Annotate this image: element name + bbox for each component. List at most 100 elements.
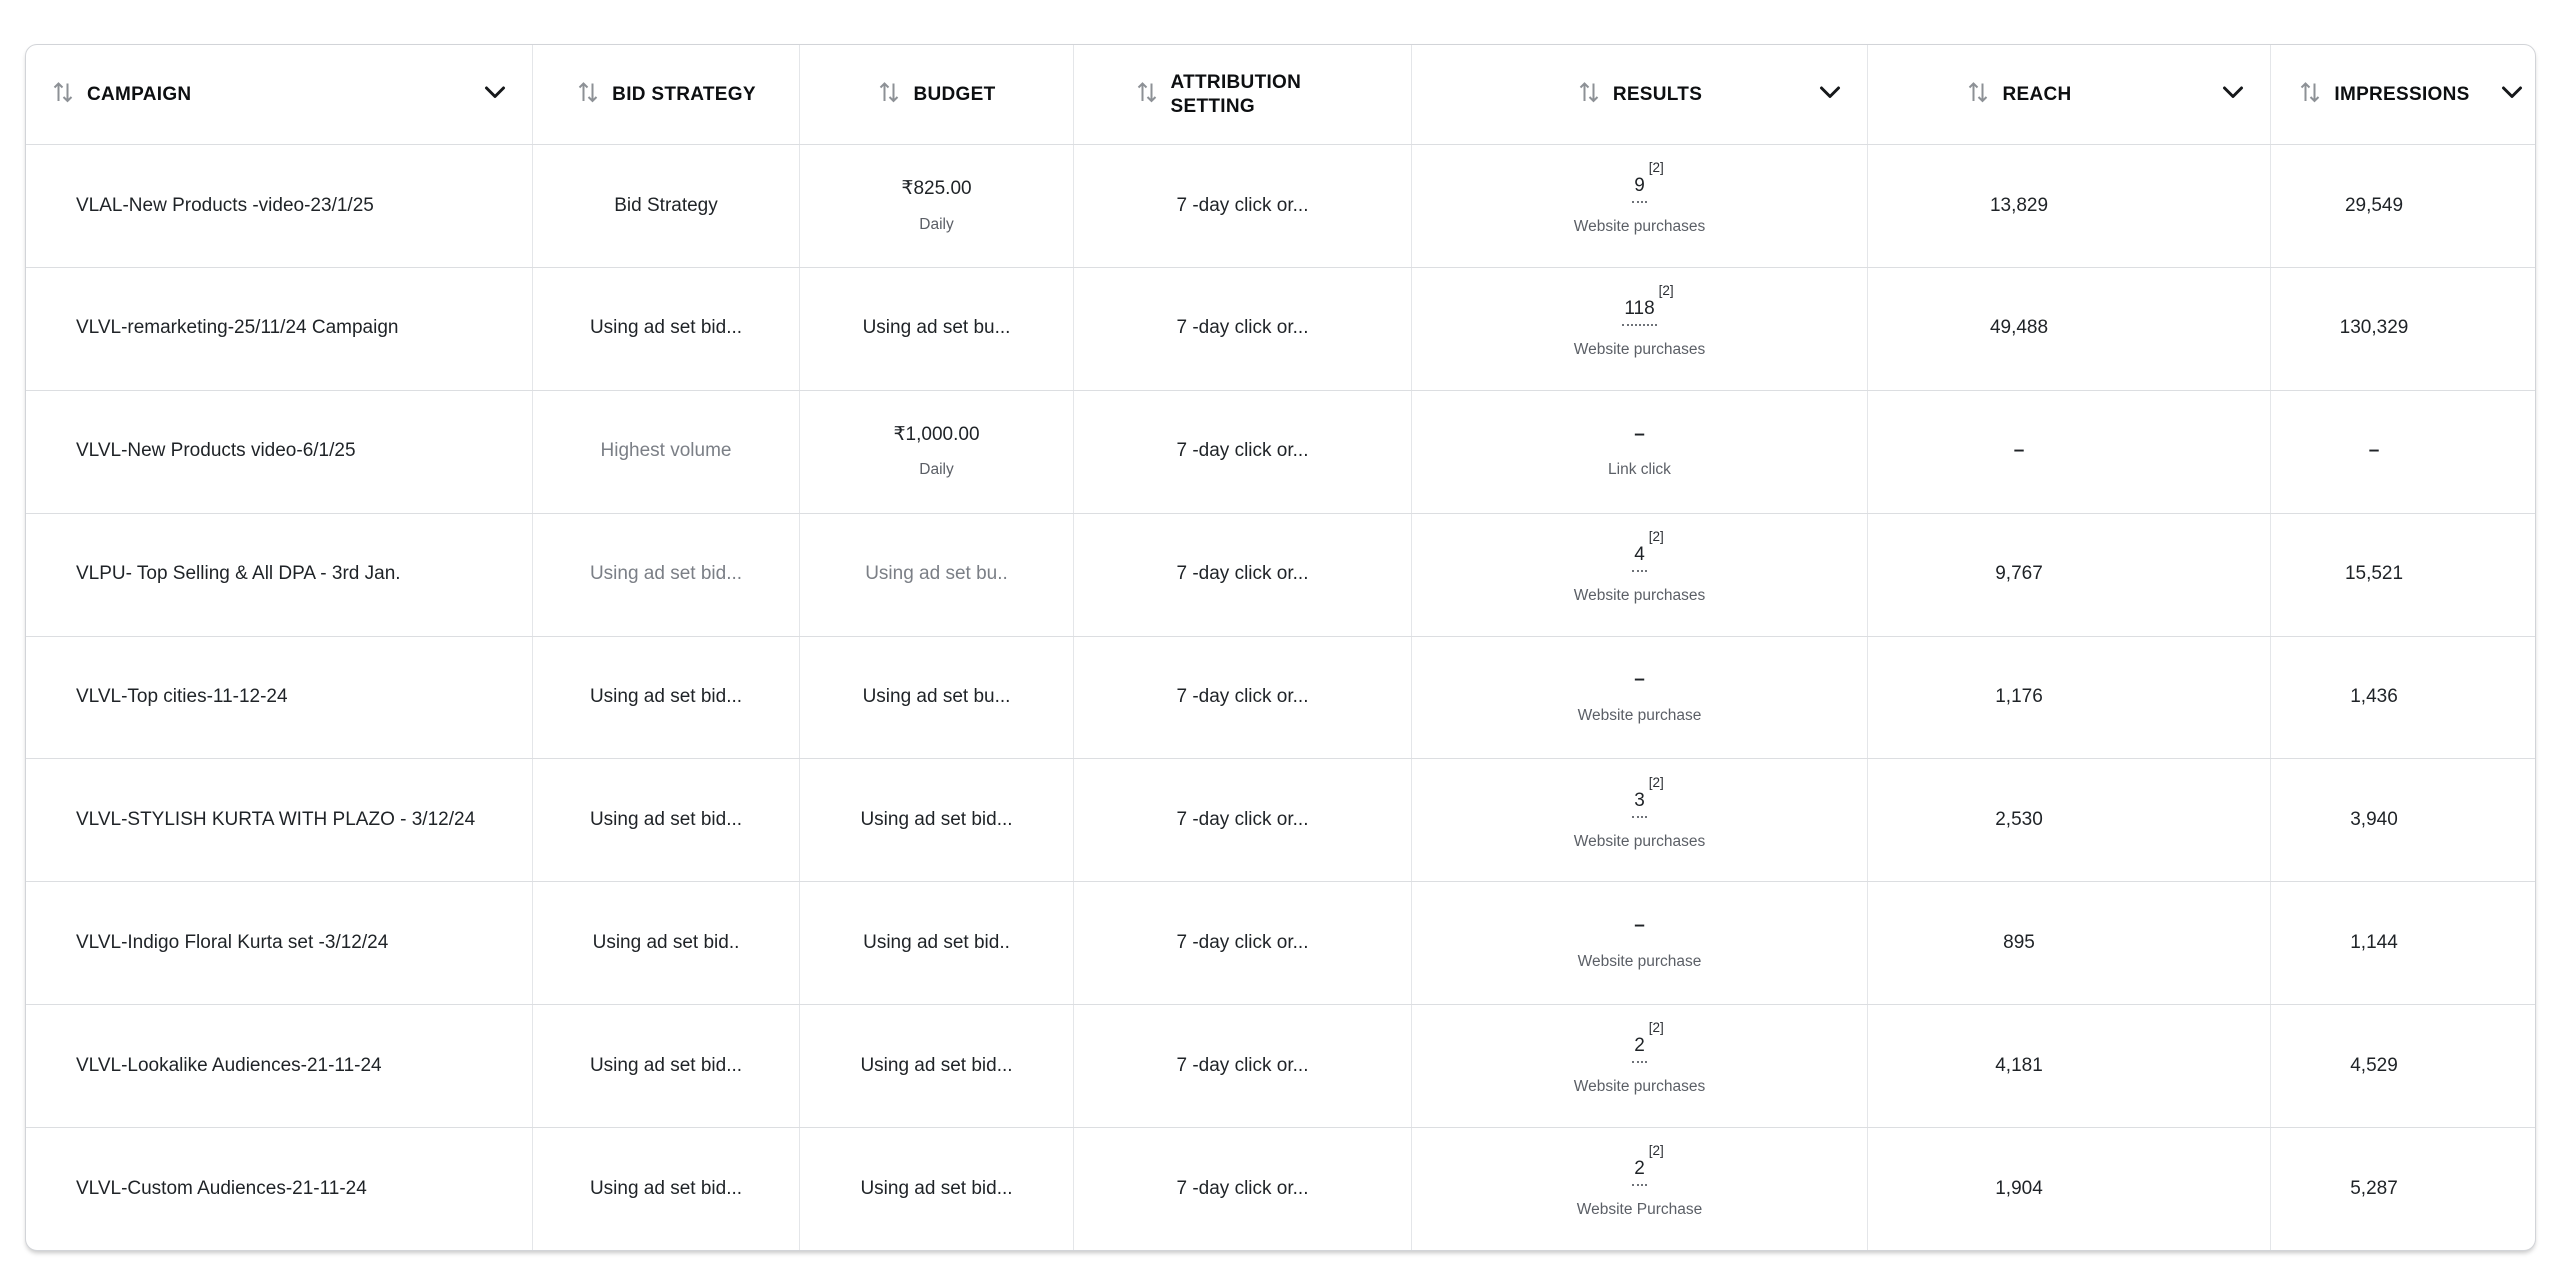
table-body: VLAL-New Products -video-23/1/25 Bid Stra… — [26, 145, 2535, 1250]
impressions-value: 1,144 — [2350, 931, 2398, 953]
results-type-label: Website purchases — [1573, 832, 1706, 850]
column-header-bid_strategy[interactable]: BID STRATEGY — [533, 45, 800, 144]
cell-budget: Using ad set bu.. — [800, 513, 1074, 636]
cell-attribution: 7 -day click or... — [1074, 390, 1412, 513]
cell-campaign: VLAL-New Products -video-23/1/25 — [26, 145, 533, 267]
cell-reach: 13,829 — [1868, 145, 2271, 267]
cell-budget: Using ad set bid... — [800, 759, 1074, 882]
results-value[interactable]: 118 — [1622, 298, 1657, 327]
cell-budget: ₹1,000.00 Daily — [800, 390, 1074, 513]
attribution-value: 7 -day click or... — [1176, 440, 1309, 462]
cell-budget: ₹825.00 Daily — [800, 145, 1074, 267]
bid-strategy-value: Bid Strategy — [614, 194, 718, 216]
cell-attribution: 7 -day click or... — [1074, 1005, 1412, 1128]
bid-strategy-value: Highest volume — [600, 440, 732, 462]
budget-value: Using ad set bid... — [860, 1177, 1013, 1199]
results-value-wrap: – — [1634, 424, 1645, 447]
table-row: VLPU- Top Selling & All DPA - 3rd Jan. Us… — [26, 513, 2535, 637]
column-header-reach[interactable]: REACH — [1868, 45, 2271, 144]
results-type-label: Link click — [1608, 461, 1671, 479]
cell-impressions: 3,940 — [2271, 759, 2535, 881]
column-header-campaign[interactable]: CAMPAIGN — [26, 45, 533, 144]
results-type-label: Website purchases — [1573, 1078, 1706, 1096]
sort-icon[interactable] — [576, 78, 600, 111]
results-value-wrap: 118 [2] — [1622, 283, 1674, 327]
results-value-wrap: – — [1634, 669, 1645, 692]
cell-bid_strategy: Using ad set bid... — [533, 513, 800, 636]
campaign-name[interactable]: VLVL-Custom Audiences-21-11-24 — [76, 1177, 367, 1199]
column-header-inner: ATTRIBUTION SETTING — [1074, 45, 1411, 144]
cell-campaign: VLVL-New Products video-6/1/25 — [26, 390, 533, 513]
budget-value: Using ad set bu.. — [865, 563, 1008, 585]
budget-value: Using ad set bu... — [862, 317, 1011, 339]
results-type-label: Website purchases — [1573, 218, 1706, 236]
reach-value: – — [2013, 440, 2025, 462]
table-row: VLAL-New Products -video-23/1/25 Bid Stra… — [26, 145, 2535, 268]
cell-campaign: VLPU- Top Selling & All DPA - 3rd Jan. — [26, 513, 533, 636]
sort-icon[interactable] — [1577, 78, 1601, 111]
results-value[interactable]: 4 — [1632, 544, 1647, 572]
chevron-down-icon[interactable] — [2222, 86, 2244, 104]
impressions-value: 1,436 — [2350, 686, 2398, 708]
campaign-name[interactable]: VLVL-Indigo Floral Kurta set -3/12/24 — [76, 931, 389, 953]
cell-attribution: 7 -day click or... — [1074, 1128, 1412, 1250]
column-header-inner: REACH — [1868, 45, 2270, 144]
results-value[interactable]: 3 — [1632, 790, 1647, 818]
bid-strategy-value: Using ad set bid... — [589, 1054, 743, 1076]
campaign-name[interactable]: VLVL-remarketing-25/11/24 Campaign — [76, 317, 399, 339]
attribution-value: 7 -day click or... — [1176, 1054, 1309, 1076]
cell-attribution: 7 -day click or... — [1074, 513, 1412, 636]
results-type-label: Website purchases — [1573, 586, 1706, 604]
campaign-name[interactable]: VLAL-New Products -video-23/1/25 — [76, 194, 374, 216]
cell-attribution: 7 -day click or... — [1074, 882, 1412, 1005]
cell-reach: 9,767 — [1868, 513, 2271, 636]
budget-value: Using ad set bid.. — [863, 931, 1010, 953]
sort-icon[interactable] — [2298, 78, 2322, 111]
results-type-label: Website Purchase — [1576, 1201, 1703, 1219]
column-header-results[interactable]: RESULTS — [1412, 45, 1868, 144]
impressions-value: 15,521 — [2344, 563, 2404, 585]
cell-impressions: 4,529 — [2271, 1005, 2535, 1127]
cell-results: – Website purchase — [1412, 636, 1868, 759]
campaign-name[interactable]: VLVL-Lookalike Audiences-21-11-24 — [76, 1054, 382, 1076]
column-header-label: BID STRATEGY — [612, 83, 756, 105]
budget-value: Using ad set bid... — [860, 1054, 1013, 1076]
results-value[interactable]: 2 — [1632, 1035, 1647, 1064]
bid-strategy-value: Using ad set bid... — [589, 563, 743, 585]
chevron-down-icon[interactable] — [1819, 86, 1841, 104]
results-superscript: [2] — [1648, 528, 1664, 544]
sort-icon[interactable] — [1966, 78, 1990, 111]
budget-value: Using ad set bu... — [862, 686, 1011, 708]
chevron-down-icon[interactable] — [484, 86, 506, 104]
sort-icon[interactable] — [51, 78, 75, 111]
campaign-name[interactable]: VLPU- Top Selling & All DPA - 3rd Jan. — [76, 563, 401, 585]
sort-icon[interactable] — [877, 78, 901, 111]
column-header-inner: RESULTS — [1412, 45, 1867, 144]
column-header-attribution[interactable]: ATTRIBUTION SETTING — [1074, 45, 1412, 144]
cell-campaign: VLVL-Lookalike Audiences-21-11-24 — [26, 1005, 533, 1128]
budget-value: Using ad set bid... — [860, 809, 1013, 830]
cell-bid_strategy: Highest volume — [533, 390, 800, 513]
table-row: VLVL-remarketing-25/11/24 Campaign Using … — [26, 267, 2535, 391]
results-type-label: Website purchases — [1573, 341, 1706, 359]
reach-value: 895 — [2003, 931, 2035, 953]
column-header-budget[interactable]: BUDGET — [800, 45, 1074, 144]
cell-campaign: VLVL-Top cities-11-12-24 — [26, 636, 533, 759]
sort-icon[interactable] — [1135, 78, 1159, 111]
campaign-name[interactable]: VLVL-Top cities-11-12-24 — [76, 686, 288, 708]
results-superscript: [2] — [1648, 774, 1664, 790]
campaign-name[interactable]: VLVL-New Products video-6/1/25 — [76, 440, 356, 462]
cell-impressions: 5,287 — [2271, 1128, 2535, 1250]
results-value[interactable]: 9 — [1632, 175, 1647, 204]
column-header-impressions[interactable]: IMPRESSIONS — [2271, 45, 2535, 144]
results-value[interactable]: 2 — [1632, 1158, 1647, 1187]
attribution-value: 7 -day click or... — [1176, 809, 1309, 830]
bid-strategy-value: Using ad set bid... — [589, 686, 743, 708]
campaign-name[interactable]: VLVL-STYLISH KURTA WITH PLAZO - 3/12/24 — [76, 809, 476, 830]
cell-attribution: 7 -day click or... — [1074, 636, 1412, 759]
cell-results: 2 [2] Website Purchase — [1412, 1128, 1868, 1250]
table-row: VLVL-Indigo Floral Kurta set -3/12/24 Usi… — [26, 882, 2535, 1006]
bid-strategy-value: Using ad set bid... — [589, 1177, 743, 1199]
chevron-down-icon[interactable] — [2501, 86, 2523, 104]
cell-impressions: 29,549 — [2271, 145, 2535, 267]
